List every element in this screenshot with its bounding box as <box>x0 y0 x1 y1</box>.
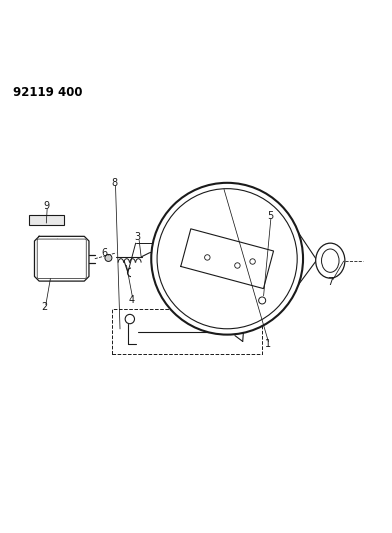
Polygon shape <box>34 236 89 281</box>
Text: 4: 4 <box>129 295 135 304</box>
Text: 8: 8 <box>111 178 117 188</box>
Ellipse shape <box>321 249 339 272</box>
Circle shape <box>157 189 297 329</box>
Text: 2: 2 <box>41 302 47 312</box>
Circle shape <box>125 314 134 324</box>
Text: 1: 1 <box>265 340 271 349</box>
Text: 7: 7 <box>327 277 334 287</box>
FancyBboxPatch shape <box>37 239 86 278</box>
Circle shape <box>259 297 266 304</box>
Circle shape <box>105 254 112 262</box>
Circle shape <box>151 183 303 335</box>
Text: 92119 400: 92119 400 <box>13 85 83 99</box>
Circle shape <box>250 259 255 264</box>
Text: 9: 9 <box>43 201 49 211</box>
Text: 6: 6 <box>102 248 107 258</box>
Circle shape <box>205 255 210 260</box>
Bar <box>29 215 64 224</box>
Bar <box>113 309 262 354</box>
Ellipse shape <box>316 243 345 278</box>
Text: 5: 5 <box>267 211 273 221</box>
Polygon shape <box>181 229 274 288</box>
Circle shape <box>235 263 240 268</box>
Text: 3: 3 <box>134 232 141 243</box>
Circle shape <box>53 250 67 264</box>
